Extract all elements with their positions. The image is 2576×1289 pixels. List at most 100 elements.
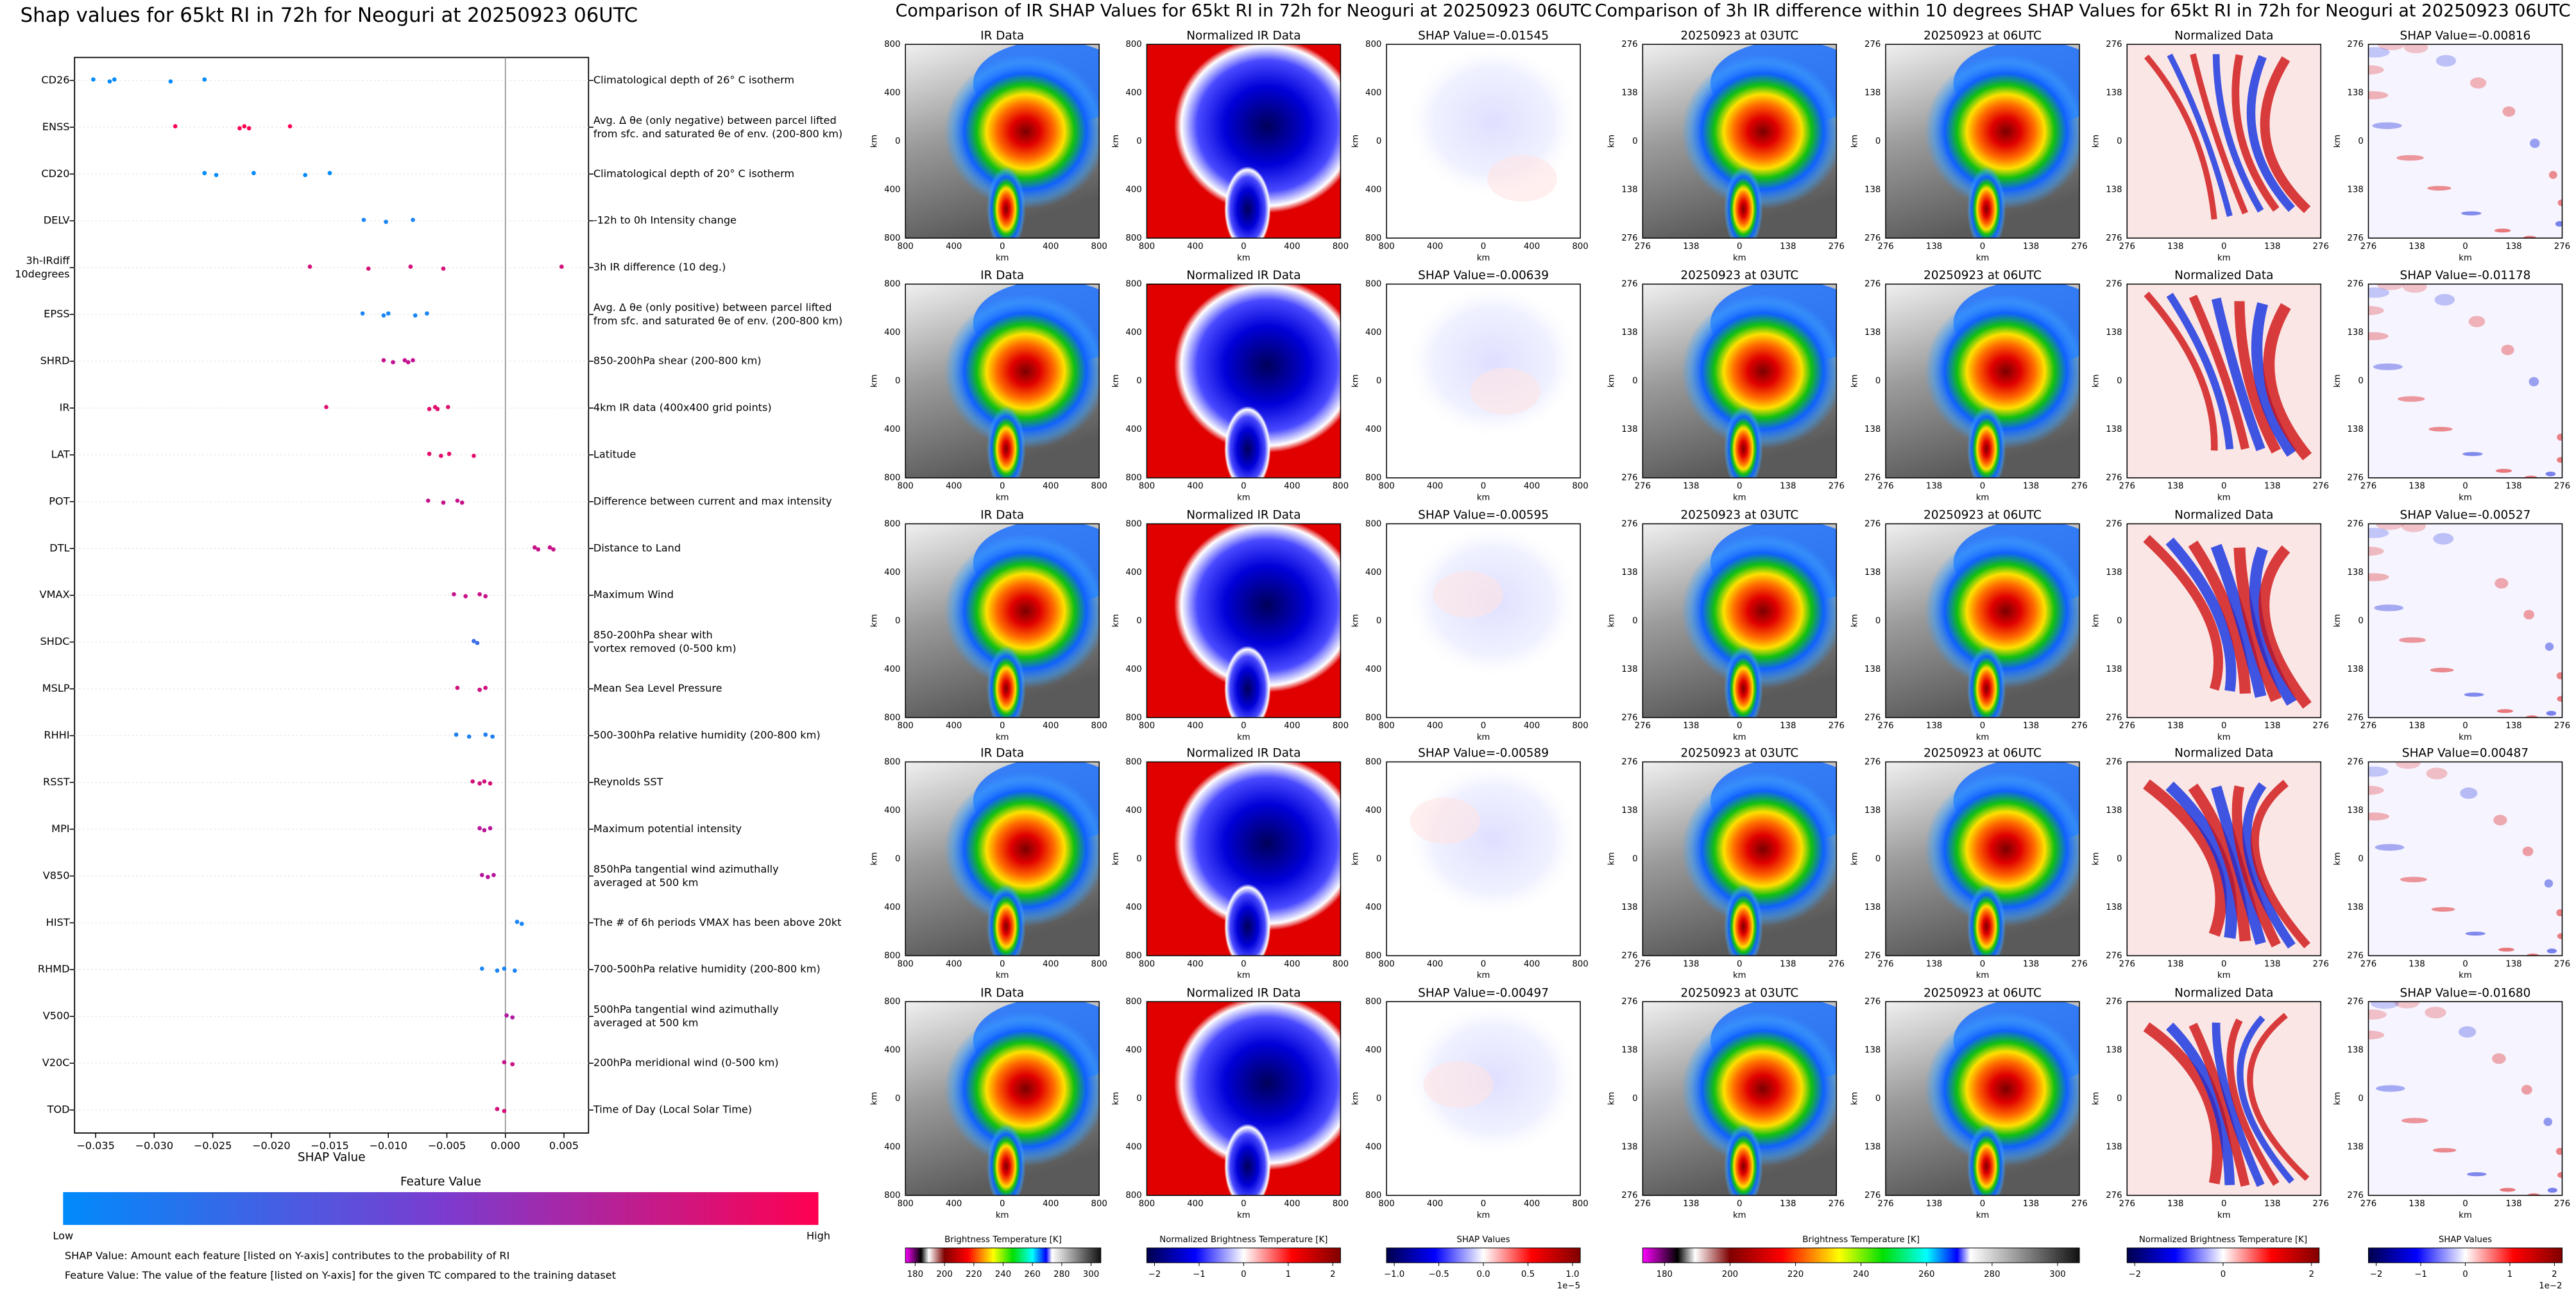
y-tick-label: 400 bbox=[1125, 665, 1141, 674]
y-tick-label: 0 bbox=[2358, 616, 2363, 626]
shap-point bbox=[91, 77, 96, 82]
panel bbox=[1386, 44, 1581, 239]
x-axis-label: km bbox=[2459, 253, 2472, 263]
x-tick-label: 0 bbox=[1481, 242, 1486, 252]
shap-point bbox=[466, 734, 472, 739]
y-tick-label: 400 bbox=[1365, 185, 1381, 195]
norm-band bbox=[1224, 406, 1271, 478]
y-tick-label: 0 bbox=[1376, 616, 1381, 626]
shap-point bbox=[459, 500, 465, 505]
shap-point bbox=[107, 79, 112, 84]
panel-frame bbox=[1146, 1001, 1342, 1196]
y-tick-label: MPI bbox=[51, 823, 69, 835]
norm-streak bbox=[2165, 537, 2237, 692]
shap-speck bbox=[2557, 1172, 2563, 1178]
y-tick-label: 0 bbox=[2117, 854, 2122, 864]
x-tick-label: 276 bbox=[1877, 1199, 1893, 1209]
shap-speck bbox=[2469, 77, 2487, 89]
y-axis-label: km bbox=[1850, 1092, 1859, 1105]
panel-title: 20250923 at 06UTC bbox=[1923, 747, 2042, 760]
x-tick-label: 138 bbox=[1683, 482, 1699, 491]
y-tick-label: RSST bbox=[43, 776, 70, 788]
image-panel bbox=[2127, 524, 2321, 718]
x-tick-label: 0 bbox=[1000, 242, 1005, 252]
y-tick-label: 0 bbox=[1376, 1094, 1381, 1104]
feature-description: 3h IR difference (10 deg.) bbox=[593, 261, 726, 273]
y-axis-label: km bbox=[1607, 614, 1617, 627]
colorbar-tick-label: −2 bbox=[2128, 1270, 2141, 1279]
y-tick-label: 138 bbox=[1864, 568, 1881, 577]
feature-description: Climatological depth of 26° C isotherm bbox=[593, 74, 794, 86]
x-axis-label: km bbox=[1976, 493, 1990, 502]
x-tick-label: 276 bbox=[1877, 482, 1893, 491]
y-axis-label: km bbox=[1111, 374, 1121, 388]
image-panel bbox=[1147, 762, 1341, 956]
x-tick-label: 800 bbox=[1091, 1199, 1107, 1209]
x-tick-label: −0.030 bbox=[135, 1140, 173, 1152]
colorbar-tick-label: −1 bbox=[2414, 1270, 2427, 1279]
x-tick-label: 138 bbox=[2167, 242, 2183, 252]
y-tick-label: 800 bbox=[1125, 951, 1141, 960]
x-tick-label: 138 bbox=[2505, 242, 2521, 252]
x-axis-label: km bbox=[996, 253, 1009, 263]
x-tick-label: 276 bbox=[2554, 721, 2570, 731]
y-tick-label: SHDC bbox=[40, 635, 70, 647]
norm-streak bbox=[2143, 1022, 2223, 1184]
y-tick-label: 400 bbox=[884, 665, 900, 674]
feature-description: Maximum potential intensity bbox=[593, 823, 742, 835]
shap-speck bbox=[2527, 1193, 2540, 1196]
y-tick-label: 0 bbox=[1632, 377, 1637, 386]
note: Feature Value: The value of the feature … bbox=[65, 1269, 616, 1281]
shap-background bbox=[2368, 524, 2563, 718]
y-tick-label: 0 bbox=[895, 137, 900, 146]
x-tick-label: 0 bbox=[1241, 482, 1246, 491]
shap-point bbox=[361, 218, 366, 223]
panel-title: SHAP Value=-0.00595 bbox=[1418, 509, 1549, 522]
x-tick-label: 800 bbox=[1378, 482, 1394, 491]
norm-streak bbox=[2237, 1015, 2294, 1184]
x-axis-label: km bbox=[2459, 733, 2472, 742]
feature-colorbar bbox=[63, 1192, 819, 1225]
shap-point bbox=[488, 781, 493, 786]
y-tick-label: 0 bbox=[1632, 1094, 1637, 1104]
panel-title: 20250923 at 03UTC bbox=[1680, 269, 1798, 282]
shap-speck bbox=[2378, 44, 2405, 51]
colorbar-tick-label: 2 bbox=[1330, 1270, 1335, 1279]
y-tick-label: 138 bbox=[1864, 185, 1881, 195]
y-tick-label: 800 bbox=[1365, 474, 1381, 483]
shap-warm bbox=[1410, 797, 1480, 844]
shap-point bbox=[547, 545, 552, 550]
y-tick-label: 138 bbox=[2106, 1143, 2122, 1152]
shap-speck bbox=[2468, 316, 2486, 327]
x-tick-label: 0 bbox=[1241, 959, 1246, 969]
shap-speck bbox=[2556, 672, 2563, 679]
x-tick-label: 276 bbox=[1635, 721, 1651, 731]
y-tick-label: 276 bbox=[2347, 951, 2363, 960]
x-tick-label: 400 bbox=[1284, 959, 1300, 969]
y-tick-label: 276 bbox=[2106, 1191, 2122, 1200]
y-tick-label: 138 bbox=[2347, 185, 2363, 195]
shap-speck bbox=[2427, 185, 2452, 191]
x-tick-label: 400 bbox=[946, 242, 962, 252]
panel-title: Normalized IR Data bbox=[1186, 509, 1301, 522]
storm bbox=[944, 771, 1100, 927]
panel bbox=[1147, 1002, 1341, 1196]
x-axis-label: km bbox=[2459, 1211, 2472, 1220]
y-tick-label: 138 bbox=[1864, 425, 1881, 434]
x-tick-label: 138 bbox=[2023, 242, 2039, 252]
panel-frame bbox=[1642, 44, 1838, 239]
y-tick-label: 0 bbox=[2117, 616, 2122, 626]
shap-speck bbox=[2547, 1188, 2557, 1193]
shap-speck bbox=[2545, 471, 2556, 477]
panel bbox=[1147, 44, 1341, 239]
y-tick-label: 400 bbox=[1125, 185, 1141, 195]
panel bbox=[2368, 524, 2563, 718]
colorbar bbox=[2126, 1247, 2320, 1263]
x-tick-label: 400 bbox=[1043, 482, 1059, 491]
panel-title: Normalized Data bbox=[2174, 29, 2273, 42]
shap-point bbox=[168, 79, 173, 84]
x-tick-label: 276 bbox=[2554, 1199, 2570, 1209]
norm-band bbox=[1224, 1123, 1271, 1196]
x-tick-label: 400 bbox=[1427, 482, 1443, 491]
feature-description: Mean Sea Level Pressure bbox=[593, 682, 722, 694]
